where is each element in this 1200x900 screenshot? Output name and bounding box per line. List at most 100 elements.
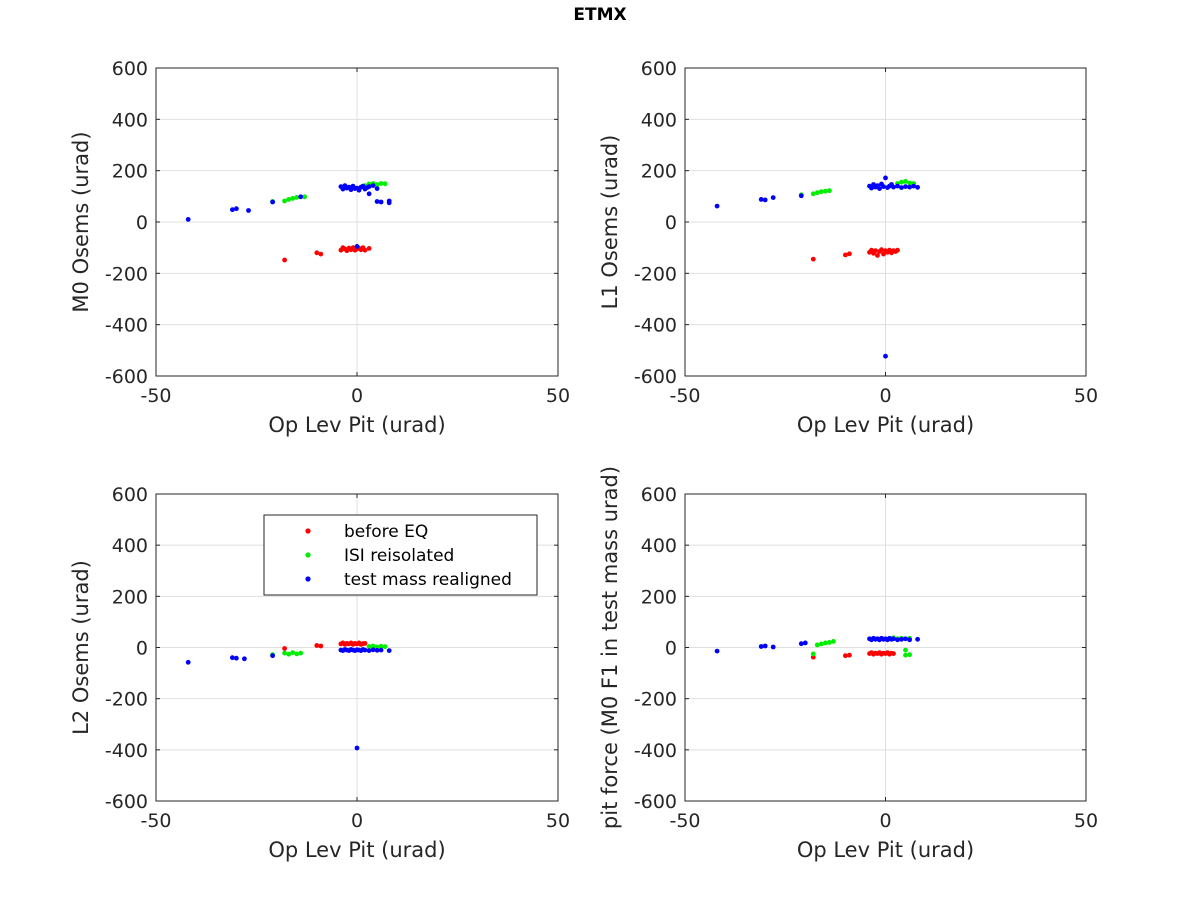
- legend-label-before-eq: before EQ: [344, 522, 428, 542]
- data-point: [911, 183, 916, 189]
- data-point: [354, 745, 360, 751]
- y-axis-label: pit force (M0 F1 in test mass urad): [598, 466, 622, 829]
- x-tick-label: 50: [546, 385, 570, 407]
- data-point: [903, 179, 908, 184]
- data-point: [798, 193, 804, 199]
- legend: before EQ ISI reisolated test mass realign…: [263, 514, 538, 596]
- x-axis-label: Op Lev Pit (urad): [268, 838, 445, 862]
- data-point: [374, 182, 380, 187]
- data-point: [881, 184, 886, 190]
- data-point: [883, 353, 888, 359]
- y-tick-label: 0: [136, 638, 148, 660]
- data-point: [895, 183, 900, 189]
- data-point: [382, 644, 388, 650]
- x-tick-label: 0: [351, 385, 363, 407]
- data-point: [907, 180, 912, 186]
- data-point: [883, 175, 888, 181]
- series-before-eq: [810, 247, 900, 262]
- data-point: [907, 184, 912, 190]
- data-point: [286, 651, 292, 657]
- y-tick-label: 0: [665, 212, 677, 234]
- y-tick-label: -400: [105, 315, 148, 337]
- y-tick-label: 200: [112, 586, 148, 608]
- data-point: [282, 198, 287, 204]
- data-point: [298, 194, 304, 200]
- data-point: [348, 187, 354, 193]
- data-point: [907, 652, 912, 658]
- data-point: [370, 183, 376, 189]
- data-point: [823, 188, 828, 194]
- data-point: [302, 194, 308, 200]
- subplot-4: -50 0 50 -600 -400 -200 0 200 400 600 Op Lev Pit (…: [598, 466, 1098, 862]
- y-axis-label: L1 Osems (urad): [598, 135, 622, 310]
- data-point: [810, 654, 816, 660]
- data-point: [877, 186, 882, 192]
- data-point: [869, 185, 874, 191]
- y-tick-label: 400: [641, 109, 677, 131]
- data-point: [386, 200, 392, 206]
- series-test-mass-realigned: [185, 183, 392, 249]
- figure-title: ETMX: [573, 5, 626, 25]
- x-tick-label: 50: [546, 810, 570, 832]
- data-point: [879, 247, 884, 253]
- data-point: [318, 643, 324, 649]
- data-point: [282, 646, 287, 651]
- data-point: [230, 655, 235, 661]
- data-point: [847, 652, 852, 658]
- y-tick-label: -400: [634, 315, 677, 337]
- data-point: [875, 253, 880, 258]
- data-point: [318, 251, 324, 257]
- data-point: [814, 190, 820, 196]
- data-point: [831, 639, 836, 644]
- data-point: [823, 640, 828, 646]
- x-axis-label: Op Lev Pit (urad): [268, 413, 445, 437]
- data-point: [891, 651, 896, 656]
- x-tick-label: 50: [1074, 385, 1098, 407]
- data-point: [374, 647, 380, 653]
- data-point: [286, 197, 292, 202]
- data-point: [818, 189, 824, 195]
- data-point: [907, 637, 912, 643]
- series-isi-reisolated: [270, 643, 388, 658]
- subplot-2: -50 0 50 -600 -400 -200 0 200 400 600 Op Lev Pit (…: [598, 58, 1098, 437]
- data-point: [378, 647, 384, 653]
- x-tick-label: -50: [140, 810, 171, 832]
- data-point: [891, 184, 896, 190]
- data-point: [374, 644, 380, 650]
- series-before-eq: [810, 650, 896, 660]
- data-point: [374, 199, 380, 204]
- x-tick-label: -50: [140, 385, 171, 407]
- series-test-mass-realigned: [714, 635, 920, 654]
- y-tick-label: 600: [112, 484, 148, 506]
- data-point: [758, 644, 764, 649]
- data-point: [873, 248, 878, 254]
- y-tick-label: 0: [665, 638, 677, 660]
- y-axis-label: M0 Osems (urad): [69, 131, 93, 312]
- y-tick-label: 400: [112, 535, 148, 557]
- series-test-mass-realigned: [185, 647, 392, 751]
- data-point: [378, 181, 384, 186]
- subplot-3: -50 0 50 -600 -400 -200 0 200 400 600 Op Lev Pit (…: [69, 484, 570, 862]
- series-before-eq: [282, 640, 368, 651]
- data-point: [827, 640, 832, 645]
- series-test-mass-realigned: [714, 175, 920, 359]
- data-point: [899, 636, 904, 642]
- y-tick-label: 400: [112, 109, 148, 131]
- data-point: [362, 647, 368, 653]
- data-point: [758, 197, 764, 202]
- legend-marker-test-mass-realigned: [305, 576, 311, 582]
- data-point: [798, 641, 804, 647]
- data-point: [366, 648, 372, 653]
- data-point: [298, 650, 304, 656]
- data-point: [366, 184, 372, 190]
- data-point: [354, 244, 360, 249]
- data-point: [366, 246, 372, 251]
- data-point: [382, 181, 388, 187]
- subplots: -50 0 50 -600 -400 -200 0 200 400 600 Op Lev Pit (…: [69, 58, 1098, 862]
- data-point: [770, 644, 776, 650]
- subplot-1: -50 0 50 -600 -400 -200 0 200 400 600 Op Lev Pit (…: [69, 58, 570, 437]
- data-point: [899, 185, 904, 191]
- data-point: [810, 651, 816, 657]
- data-point: [810, 256, 816, 262]
